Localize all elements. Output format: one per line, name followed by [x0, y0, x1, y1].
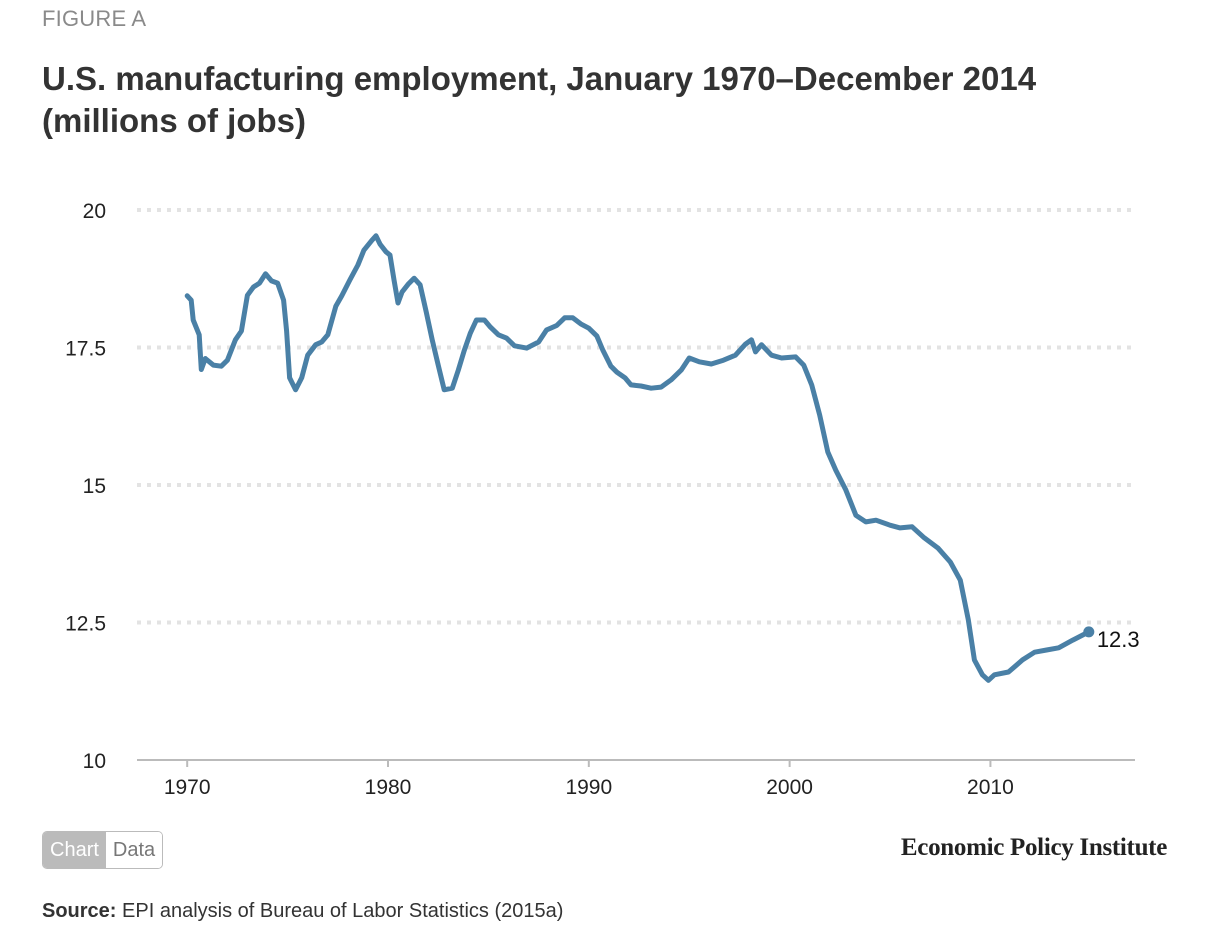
epi-logo: Economic Policy Institute [900, 834, 1167, 861]
y-tick-label: 15 [83, 475, 106, 498]
x-tick-label: 2000 [766, 776, 813, 799]
x-tick-label: 1980 [365, 776, 412, 799]
x-tick-label: 1990 [565, 776, 612, 799]
x-tick-label: 2010 [967, 776, 1014, 799]
y-tick-label: 10 [83, 750, 106, 773]
view-toggle[interactable]: Chart Data [42, 831, 164, 869]
chart-tab[interactable]: Chart [43, 832, 106, 868]
source-note: Source: EPI analysis of Bureau of Labor … [42, 900, 563, 923]
source-label: Source: [42, 900, 117, 922]
y-tick-label: 12.5 [65, 613, 106, 636]
figure-label: FIGURE A [42, 6, 147, 31]
data-tab[interactable]: Data [105, 832, 163, 868]
end-point-marker [1083, 626, 1095, 638]
end-value-label: 12.3 [1097, 627, 1140, 652]
y-tick-label: 20 [83, 200, 106, 223]
chart-title: U.S. manufacturing employment, January 1… [42, 60, 1037, 139]
source-text: EPI analysis of Bureau of Labor Statisti… [116, 900, 564, 922]
x-tick-label: 1970 [164, 776, 211, 799]
series-line [184, 233, 1092, 683]
y-tick-label: 17.5 [65, 338, 106, 361]
